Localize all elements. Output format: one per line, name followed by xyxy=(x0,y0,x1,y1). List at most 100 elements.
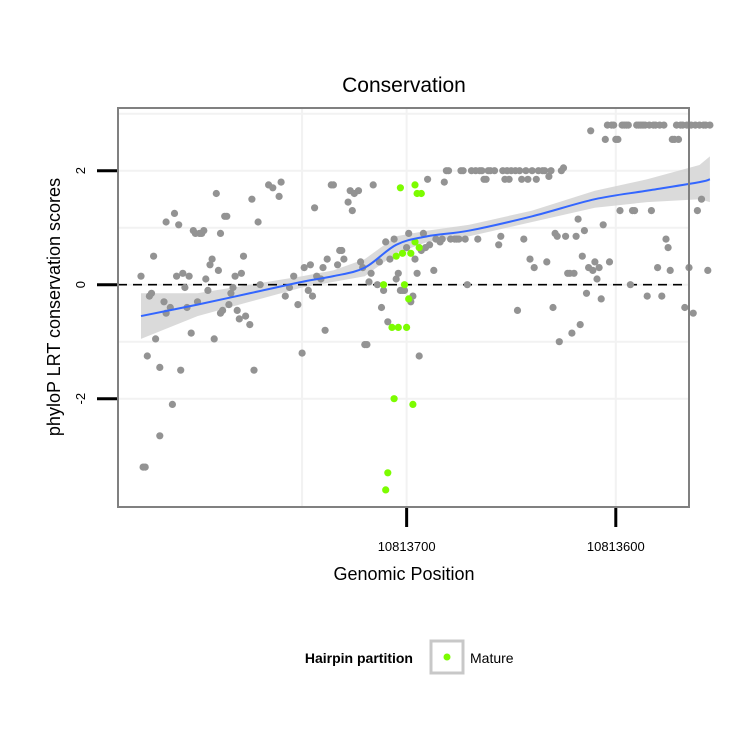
other-point xyxy=(290,272,298,280)
other-point xyxy=(495,241,503,249)
other-point xyxy=(643,292,651,300)
other-point xyxy=(624,121,632,129)
mature-point xyxy=(400,281,409,289)
other-point xyxy=(386,255,394,263)
panel-border xyxy=(117,107,690,508)
other-point xyxy=(185,272,193,280)
y-tick-label: 2 xyxy=(73,167,88,174)
other-point xyxy=(156,432,164,440)
other-point xyxy=(582,289,591,297)
other-point xyxy=(175,221,183,229)
other-point xyxy=(482,175,490,183)
other-point xyxy=(662,235,670,243)
other-point xyxy=(664,244,672,252)
data-points xyxy=(137,121,714,494)
other-point xyxy=(200,227,208,235)
other-point xyxy=(419,229,427,237)
other-point xyxy=(616,207,624,215)
other-point xyxy=(490,167,499,175)
other-point xyxy=(380,286,388,294)
other-point xyxy=(413,269,421,277)
other-point xyxy=(593,275,601,283)
other-point xyxy=(170,209,179,217)
other-point xyxy=(520,235,528,243)
other-point xyxy=(666,266,674,274)
other-point xyxy=(440,178,448,186)
other-point xyxy=(614,135,622,143)
other-point xyxy=(275,192,283,200)
other-point xyxy=(591,258,599,266)
other-point xyxy=(518,175,526,183)
other-point xyxy=(426,241,434,249)
other-point xyxy=(597,295,605,303)
mature-point xyxy=(405,295,413,303)
y-axis-ticks: -2 0 2 xyxy=(73,167,117,404)
legend: Hairpin partition Mature xyxy=(305,639,514,675)
other-point xyxy=(160,298,168,306)
other-point xyxy=(338,246,346,255)
other-point xyxy=(147,289,156,297)
other-point xyxy=(357,258,365,266)
other-point xyxy=(204,286,212,294)
other-point xyxy=(311,204,319,212)
other-point xyxy=(308,292,317,300)
other-point xyxy=(631,207,639,215)
x-axis-title: Genomic Position xyxy=(333,564,474,584)
other-point xyxy=(547,167,555,175)
other-point xyxy=(654,264,662,272)
legend-mature-marker xyxy=(443,653,451,661)
other-point xyxy=(208,255,216,263)
y-tick-label: -2 xyxy=(73,393,88,405)
other-point xyxy=(390,235,398,243)
other-point xyxy=(206,261,214,269)
mature-point xyxy=(392,252,400,260)
other-point xyxy=(541,167,549,175)
other-point xyxy=(384,318,392,326)
other-point xyxy=(459,167,467,175)
other-point xyxy=(526,255,534,263)
other-point xyxy=(647,207,656,215)
other-point xyxy=(210,335,218,343)
other-point xyxy=(306,261,314,269)
mature-point xyxy=(396,184,404,192)
mature-point xyxy=(398,249,407,257)
other-point xyxy=(424,175,432,183)
x-axis-ticks: 10813700 10813600 xyxy=(378,508,645,554)
other-point xyxy=(405,229,413,237)
other-point xyxy=(530,264,538,272)
other-point xyxy=(152,335,160,343)
other-point xyxy=(568,329,576,337)
other-point xyxy=(522,167,530,175)
other-point xyxy=(150,252,158,260)
other-point xyxy=(455,235,463,243)
other-point xyxy=(367,269,375,277)
other-point xyxy=(605,258,614,266)
other-point xyxy=(373,281,381,289)
other-point xyxy=(516,167,524,175)
other-point xyxy=(254,218,262,226)
other-point xyxy=(693,207,702,215)
loess-line xyxy=(140,178,711,318)
other-point xyxy=(323,255,331,263)
mature-point xyxy=(380,281,388,289)
other-point xyxy=(212,189,220,198)
other-point xyxy=(681,303,689,312)
other-point xyxy=(595,264,603,272)
other-point xyxy=(392,275,400,283)
other-point xyxy=(237,269,245,277)
other-point xyxy=(173,272,181,280)
mature-point xyxy=(415,244,423,252)
other-point xyxy=(403,244,411,252)
other-point xyxy=(319,264,327,272)
other-point xyxy=(179,269,187,277)
other-point xyxy=(354,187,363,195)
other-point xyxy=(674,135,683,143)
other-point xyxy=(461,235,469,243)
other-point xyxy=(281,292,289,300)
other-point xyxy=(329,181,337,189)
other-point xyxy=(400,286,409,294)
other-point xyxy=(394,269,402,277)
other-point xyxy=(298,349,306,357)
other-point xyxy=(415,352,423,360)
other-point xyxy=(334,261,342,269)
